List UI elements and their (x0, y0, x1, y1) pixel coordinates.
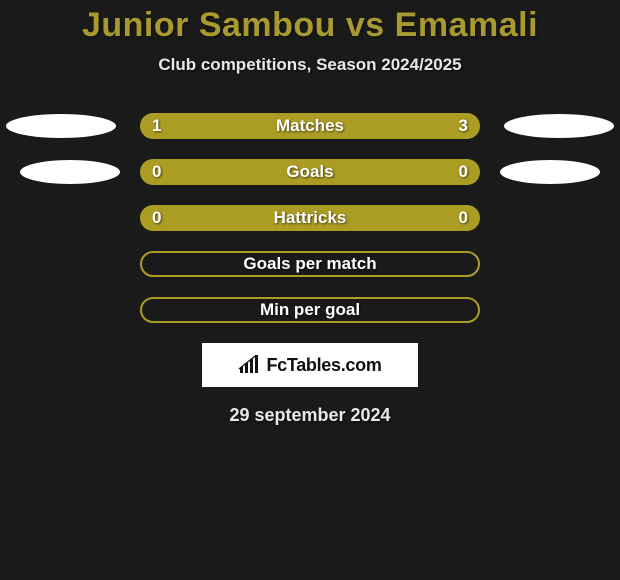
stat-label: Min per goal (190, 300, 430, 320)
stat-left-value: 0 (152, 162, 188, 182)
bar-chart-icon (238, 355, 260, 375)
stat-label: Goals per match (190, 254, 430, 274)
stat-row: 0Goals0 (0, 159, 620, 185)
stat-row: Min per goal (0, 297, 620, 323)
stat-right-value: 3 (432, 116, 468, 136)
date-text: 29 september 2024 (0, 405, 620, 426)
stat-right-value: 0 (432, 162, 468, 182)
stat-left-value: 1 (152, 116, 188, 136)
logo-text: FcTables.com (266, 355, 381, 376)
stat-label: Goals (188, 162, 432, 182)
stat-left-value: 0 (152, 208, 188, 228)
stat-label: Hattricks (188, 208, 432, 228)
stat-rows: 1Matches30Goals00Hattricks0Goals per mat… (0, 113, 620, 323)
logo-box[interactable]: FcTables.com (202, 343, 418, 387)
title: Junior Sambou vs Emamali (0, 6, 620, 45)
ellipse-right (500, 160, 600, 184)
ellipse-right (504, 114, 614, 138)
stat-bar: 0Hattricks0 (140, 205, 480, 231)
stat-bar: Min per goal (140, 297, 480, 323)
subtitle: Club competitions, Season 2024/2025 (0, 55, 620, 75)
stat-row: 0Hattricks0 (0, 205, 620, 231)
stat-bar: Goals per match (140, 251, 480, 277)
stat-label: Matches (188, 116, 432, 136)
stat-right-value: 0 (432, 208, 468, 228)
comparison-card: Junior Sambou vs Emamali Club competitio… (0, 0, 620, 426)
stat-row: 1Matches3 (0, 113, 620, 139)
ellipse-left (20, 160, 120, 184)
stat-row: Goals per match (0, 251, 620, 277)
ellipse-left (6, 114, 116, 138)
stat-bar: 0Goals0 (140, 159, 480, 185)
stat-bar: 1Matches3 (140, 113, 480, 139)
